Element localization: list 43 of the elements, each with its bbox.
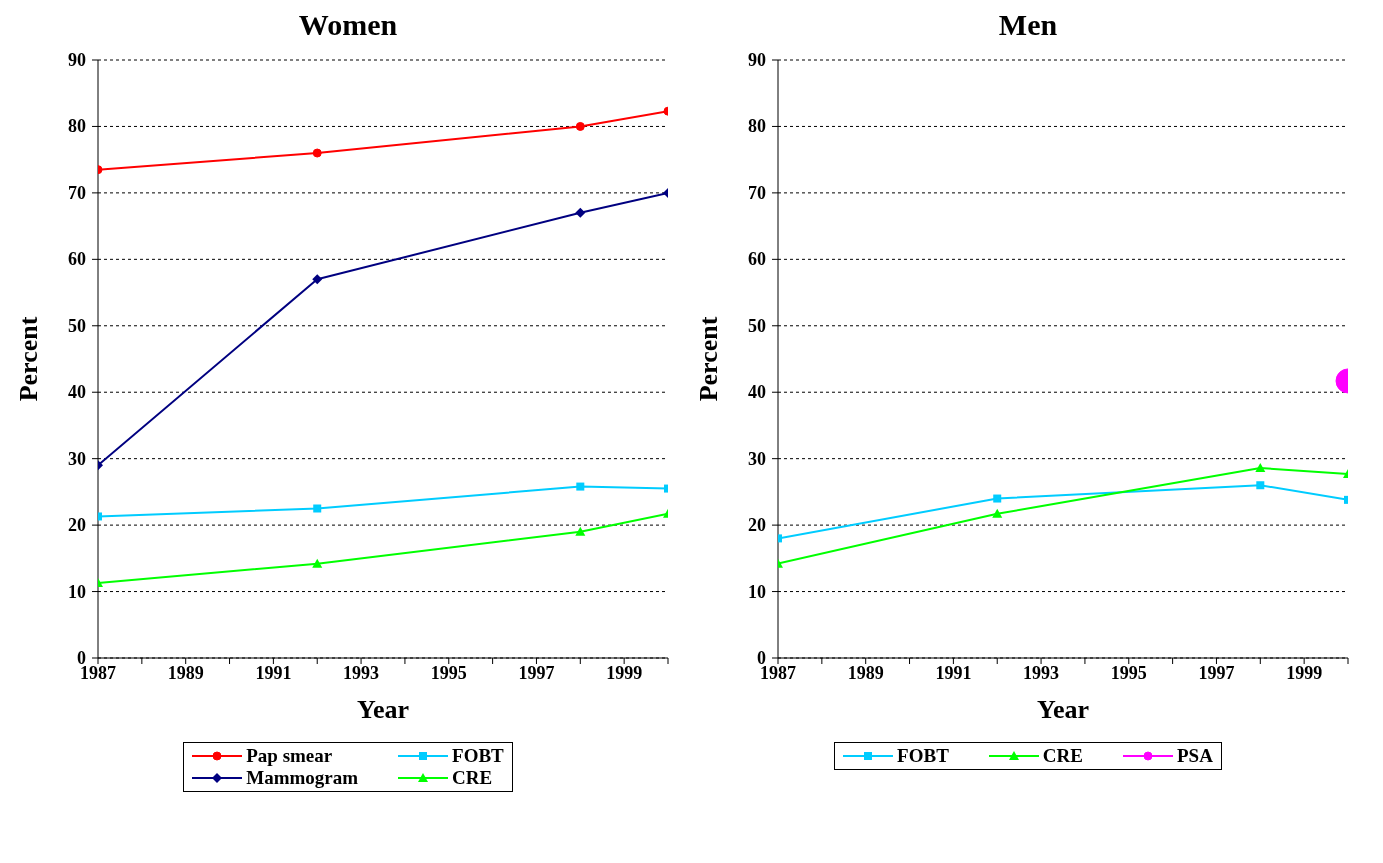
y-tick-label: 20 [68, 515, 86, 536]
y-tick-label: 40 [68, 382, 86, 403]
y-tick-label: 30 [748, 448, 766, 469]
x-axis-title: Year [1037, 695, 1089, 724]
x-tick-label: 1993 [343, 662, 380, 683]
y-tick-label: 90 [68, 50, 86, 70]
x-tick-label: 1995 [1110, 662, 1147, 683]
legend-label: PSA [1176, 745, 1213, 767]
y-tick-label: 80 [68, 116, 86, 137]
chart-title: Women [297, 8, 399, 43]
y-tick-label: 60 [748, 249, 766, 270]
legend-label: Mammogram [246, 767, 359, 789]
x-tick-label: 1997 [1198, 662, 1235, 683]
y-tick-label: 30 [68, 448, 86, 469]
y-tick-label: 90 [748, 50, 766, 70]
y-tick-label: 70 [68, 182, 86, 203]
y-tick-label: 70 [748, 182, 766, 203]
x-tick-label: 1995 [430, 662, 467, 683]
y-axis-title: Percent [14, 316, 44, 402]
x-tick-label: 1991 [935, 662, 972, 683]
y-tick-label: 60 [68, 249, 86, 270]
x-tick-label: 1999 [606, 662, 643, 683]
y-tick-label: 50 [68, 315, 86, 336]
y-tick-label: 80 [748, 116, 766, 137]
y-axis-title: Percent [694, 316, 724, 402]
x-tick-label: 1989 [167, 662, 204, 683]
legend-label: FOBT [897, 745, 949, 767]
legend-label: Pap smear [246, 745, 333, 767]
legend-label: FOBT [452, 745, 504, 767]
legend-label: CRE [1042, 745, 1083, 767]
y-tick-label: 50 [748, 315, 766, 336]
x-axis-title: Year [357, 695, 409, 724]
chart-title: Men [997, 8, 1059, 43]
x-tick-label: 1999 [1286, 662, 1323, 683]
y-tick-label: 10 [748, 581, 766, 602]
legend-label: CRE [452, 767, 493, 789]
x-tick-label: 1997 [518, 662, 555, 683]
y-tick-label: 20 [748, 515, 766, 536]
x-tick-label: 1991 [255, 662, 292, 683]
y-tick-label: 40 [748, 382, 766, 403]
x-tick-label: 1993 [1023, 662, 1060, 683]
y-tick-label: 10 [68, 581, 86, 602]
x-tick-label: 1989 [847, 662, 884, 683]
